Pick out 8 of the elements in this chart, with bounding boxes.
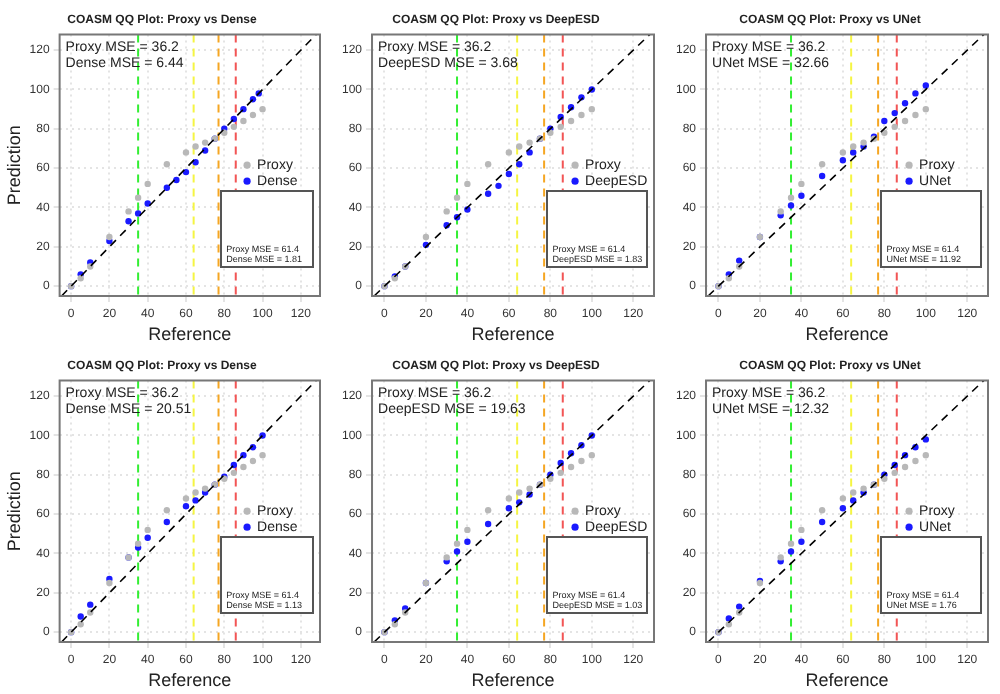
y-axis-title: Prediction — [3, 125, 24, 206]
x-axis-title: Reference — [471, 324, 555, 345]
y-axis-title: Prediction — [3, 471, 24, 552]
x-axis-title: Reference — [805, 670, 889, 691]
x-axis-title: Reference — [148, 670, 232, 691]
x-axis-title: Reference — [148, 324, 232, 345]
x-axis-title: Reference — [471, 670, 555, 691]
x-axis-title: Reference — [805, 324, 889, 345]
